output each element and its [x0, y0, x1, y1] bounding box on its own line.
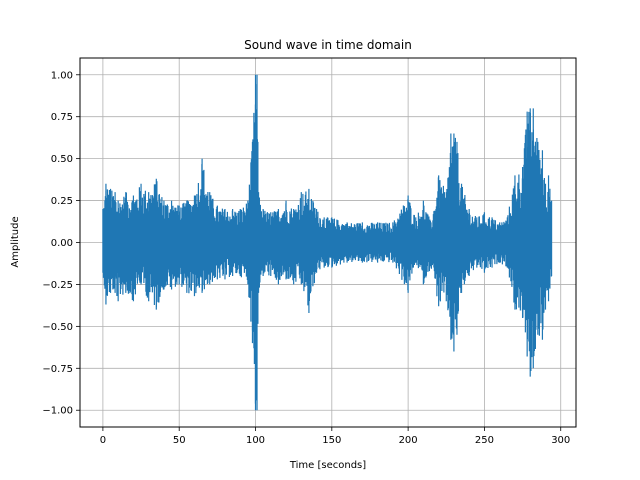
- x-tick-label: 150: [322, 435, 341, 446]
- y-tick-label: −0.75: [42, 364, 73, 375]
- y-tick-label: 0.25: [51, 196, 73, 207]
- x-tick-label: 300: [551, 435, 570, 446]
- x-tick-label: 0: [100, 435, 106, 446]
- x-axis-label: Time [seconds]: [289, 460, 366, 471]
- x-tick-label: 250: [475, 435, 494, 446]
- y-tick-label: −1.00: [42, 406, 73, 417]
- waveform-series-line: [102, 74, 553, 411]
- chart-title: Sound wave in time domain: [244, 38, 412, 52]
- plot-area: [102, 74, 553, 411]
- x-tick-label: 50: [173, 435, 186, 446]
- y-tick-label: 0.75: [51, 112, 73, 123]
- y-tick-label: 1.00: [51, 70, 73, 81]
- x-tick-label: 100: [246, 435, 265, 446]
- y-tick-label: −0.25: [42, 280, 73, 291]
- axis-ticks: 0 50 100 150 200 250 300 −1.00 −0.75 −0.50 −0.25 0.…: [42, 70, 570, 446]
- y-axis-label: Amplitude: [10, 216, 21, 267]
- y-tick-label: 0.00: [51, 238, 73, 249]
- y-tick-label: 0.50: [51, 154, 73, 165]
- y-tick-label: −0.50: [42, 322, 73, 333]
- x-tick-label: 200: [399, 435, 418, 446]
